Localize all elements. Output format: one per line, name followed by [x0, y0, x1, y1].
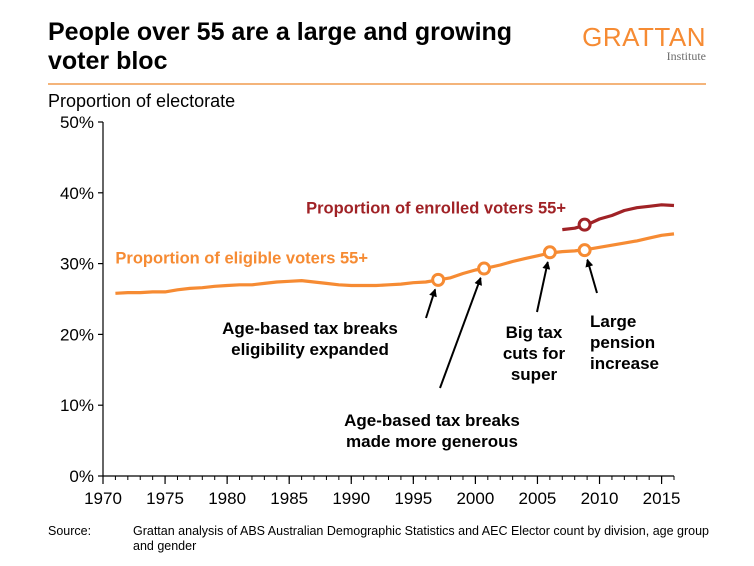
- annotation-arrow: [425, 288, 437, 319]
- event-marker: [431, 272, 446, 287]
- event-marker: [477, 261, 492, 276]
- x-tick-label: 1985: [270, 489, 308, 508]
- y-tick-label: 50%: [60, 113, 94, 132]
- annotation-text: Big tax cuts for super: [503, 323, 566, 384]
- logo-name: GRATTAN: [582, 22, 706, 52]
- x-tick-label: 1995: [394, 489, 432, 508]
- annotation-arrow: [536, 261, 551, 313]
- annotation-arrows: [425, 258, 598, 389]
- x-tick-label: 2010: [581, 489, 619, 508]
- annotation-line: eligibility expanded: [231, 340, 389, 359]
- event-marker: [577, 243, 592, 258]
- annotation-line: Age-based tax breaks: [222, 319, 398, 338]
- y-axis-label: Proportion of electorate: [48, 91, 236, 111]
- line-chart: 0% 10% 20% 30% 40% 50% 1970 1975 1980 1985 1990 199…: [60, 113, 681, 508]
- annotation-line: Big tax: [506, 323, 563, 342]
- logo-subtitle: Institute: [666, 49, 706, 63]
- annotation-text: Large pension increase: [590, 312, 659, 373]
- annotation-line: super: [511, 365, 558, 384]
- enrolled-voters-label: Proportion of enrolled voters 55+: [306, 199, 566, 217]
- title-divider: [48, 83, 706, 85]
- y-tick-label: 30%: [60, 255, 94, 274]
- annotation-line: increase: [590, 354, 659, 373]
- annotation-line: Large: [590, 312, 636, 331]
- y-tick-label: 40%: [60, 184, 94, 203]
- annotation-arrow: [585, 258, 598, 294]
- x-tick-label: 1970: [84, 489, 122, 508]
- eligible-voters-label: Proportion of eligible voters 55+: [115, 250, 368, 268]
- grattan-logo: GRATTAN Institute: [582, 24, 706, 62]
- annotation-texts: Age-based tax breaks eligibility expanded…: [222, 312, 659, 451]
- y-tick-label: 10%: [60, 396, 94, 415]
- annotation-text: Age-based tax breaks eligibility expanded: [222, 319, 398, 359]
- x-tick-label: 1990: [332, 489, 370, 508]
- source-text: Grattan analysis of ABS Australian Demog…: [133, 524, 710, 553]
- chart-title: People over 55 are a large and growing v…: [48, 18, 513, 75]
- y-tick-label: 20%: [60, 325, 94, 344]
- event-marker: [577, 217, 592, 232]
- annotation-text: Age-based tax breaks made more generous: [344, 411, 520, 451]
- series-markers: [431, 217, 592, 287]
- y-tick-label: 0%: [69, 467, 94, 486]
- annotation-line: made more generous: [346, 432, 518, 451]
- annotation-line: Age-based tax breaks: [344, 411, 520, 430]
- x-tick-label: 1975: [146, 489, 184, 508]
- x-tick-label: 2005: [519, 489, 557, 508]
- annotation-line: pension: [590, 333, 655, 352]
- chart-axes: 0% 10% 20% 30% 40% 50% 1970 1975 1980 1985 1990 199…: [60, 113, 681, 508]
- source-label: Source:: [48, 524, 92, 538]
- x-tick-label: 2015: [643, 489, 681, 508]
- event-marker: [542, 245, 557, 260]
- x-tick-label: 2000: [456, 489, 494, 508]
- series-labels: Proportion of eligible voters 55+ Proport…: [115, 199, 566, 267]
- annotation-arrow: [439, 276, 482, 389]
- annotation-line: cuts for: [503, 344, 566, 363]
- x-tick-label: 1980: [208, 489, 246, 508]
